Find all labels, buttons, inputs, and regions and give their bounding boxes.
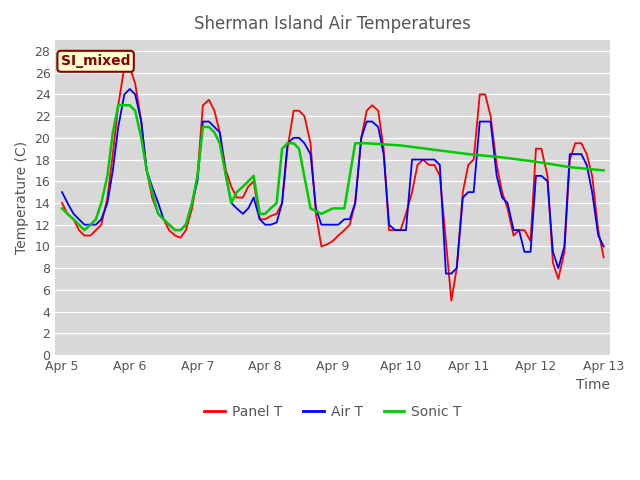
X-axis label: Time: Time: [577, 378, 611, 393]
Text: SI_mixed: SI_mixed: [61, 54, 131, 68]
Y-axis label: Temperature (C): Temperature (C): [15, 141, 29, 254]
Title: Sherman Island Air Temperatures: Sherman Island Air Temperatures: [195, 15, 471, 33]
Legend: Panel T, Air T, Sonic T: Panel T, Air T, Sonic T: [198, 400, 467, 425]
